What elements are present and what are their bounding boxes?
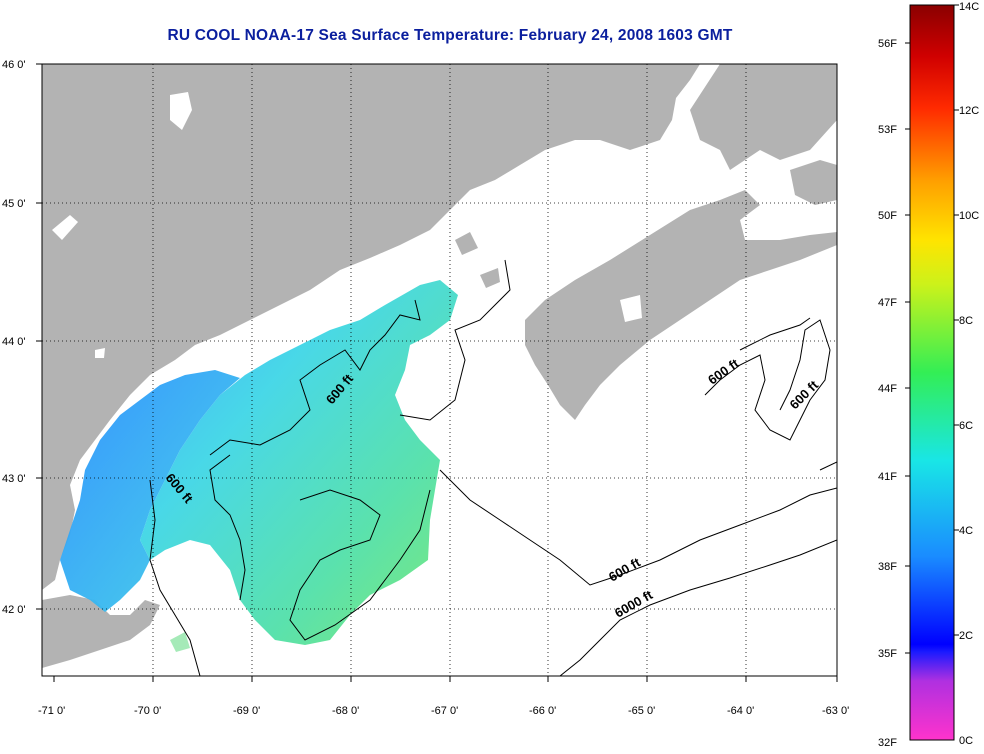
sst-patch-central (140, 280, 458, 645)
lat-label: 43 0' (2, 473, 26, 485)
colorbar-f-label: 50F (878, 210, 897, 222)
depth-contours (149, 259, 837, 676)
colorbar-f-label: 38F (878, 561, 897, 573)
map-frame (41, 63, 838, 677)
colorbar-c-label: 8C (959, 315, 973, 327)
lon-label: -65 0' (628, 705, 655, 717)
lat-label: 42 0' (2, 604, 26, 616)
colorbar-f-label: 32F (878, 737, 897, 749)
land-mainland (42, 64, 700, 590)
land-pei (690, 64, 837, 170)
colorbar-c-label: 10C (959, 210, 979, 222)
grid (42, 64, 837, 676)
colorbar-f-label: 56F (878, 38, 897, 50)
lon-label: -71 0' (38, 705, 65, 717)
lon-label: -66 0' (529, 705, 556, 717)
colorbar-f-label: 53F (878, 124, 897, 136)
colorbar-c-label: 0C (959, 735, 973, 747)
lat-label: 44 0' (2, 336, 26, 348)
land-cape-breton (790, 160, 837, 205)
sst-patch-coastal (60, 370, 240, 612)
colorbar-c-label: 2C (959, 630, 973, 642)
lon-label: -68 0' (332, 705, 359, 717)
lat-label: 45 0' (2, 198, 26, 210)
colorbar-f-label: 44F (878, 383, 897, 395)
lon-label: -64 0' (727, 705, 754, 717)
colorbar-f-label: 41F (878, 471, 897, 483)
map-title: RU COOL NOAA-17 Sea Surface Temperature:… (167, 27, 733, 44)
sst-patch-small (170, 632, 190, 652)
lat-label: 46 0' (2, 59, 26, 71)
colorbar-f-label: 47F (878, 297, 897, 309)
land-nova-scotia (525, 190, 837, 420)
colorbar-c-label: 6C (959, 420, 973, 432)
land-island (455, 232, 478, 255)
colorbar (909, 4, 955, 741)
colorbar-c-label: 12C (959, 105, 979, 117)
colorbar-c-label: 14C (959, 1, 979, 13)
land-island (480, 268, 500, 288)
colorbar-c-label: 4C (959, 525, 973, 537)
lon-label: -67 0' (431, 705, 458, 717)
lon-label: -63 0' (822, 705, 849, 717)
lon-label: -69 0' (233, 705, 260, 717)
land-cape-cod (42, 595, 160, 668)
lon-label: -70 0' (134, 705, 161, 717)
colorbar-f-label: 35F (878, 648, 897, 660)
